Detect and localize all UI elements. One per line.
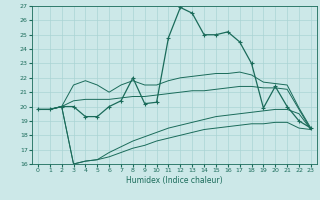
X-axis label: Humidex (Indice chaleur): Humidex (Indice chaleur) [126,176,223,185]
